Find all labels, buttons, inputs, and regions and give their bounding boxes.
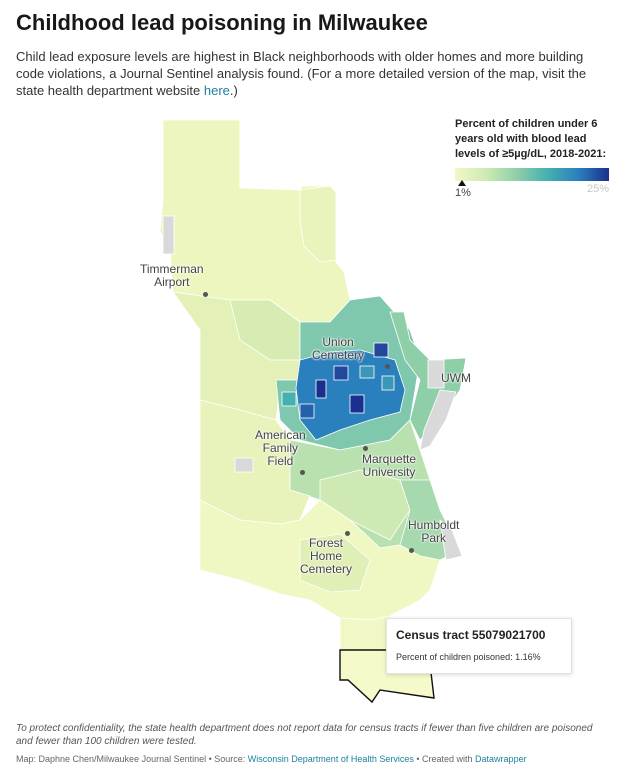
tract-mid-7[interactable] [381,375,395,391]
label-humboldt-2: Park [421,531,447,545]
tract-tooltip: Census tract 55079021700 Percent of chil… [386,618,572,674]
label-marquette-2: University [362,465,416,479]
credit-map: Map: Daphne Chen/Milwaukee Journal Senti… [16,754,248,764]
marker-union [385,364,390,369]
label-humboldt-1: Humboldt [408,518,460,532]
tract-darkest-2[interactable] [315,379,327,399]
label-union: Union Cemetery [312,336,364,362]
intro-link[interactable]: here [203,83,230,98]
credit-created: • Created with [413,754,476,764]
tract-dark-4[interactable] [299,403,315,419]
legend-title: Percent of children under 6 years old wi… [455,118,607,160]
legend-min: 1% [455,187,471,199]
label-american-2: Family [262,441,299,455]
legend-gradient [455,168,609,181]
tract-dark-5[interactable] [333,365,349,381]
tract-mid-6[interactable] [359,365,375,379]
region-northeast-strip[interactable] [299,185,337,263]
label-timmerman: Timmerman Airport [140,263,204,289]
intro-text: Child lead exposure levels are highest i… [16,48,611,99]
chart-title: Childhood lead poisoning in Milwaukee [16,10,428,35]
legend-marker-icon [458,180,466,186]
label-union-2: Cemetery [312,348,365,362]
legend-ticks: 1% 25% [455,180,615,199]
label-forest-2: Home [310,549,343,563]
label-forest-1: Forest [309,536,344,550]
tooltip-title: Census tract 55079021700 [396,628,546,642]
label-marquette: Marquette University [362,453,416,479]
tract-darkest-3[interactable] [373,342,389,358]
marker-marquette [363,446,368,451]
legend-max: 25% [586,183,609,195]
tract-mid-8[interactable] [281,391,297,407]
nodata-humboldt[interactable] [439,519,463,561]
legend: Percent of children under 6 years old wi… [455,117,615,199]
datawrapper-link[interactable]: Datawrapper [475,754,527,764]
label-union-1: Union [322,335,354,349]
nodata-lakeshore[interactable] [419,389,457,451]
footnote: To protect confidentiality, the state he… [16,723,593,747]
tract-darkest-1[interactable] [349,394,365,414]
label-american: American Family Field [255,429,306,468]
region-south-2[interactable] [299,533,371,593]
nodata-uwm[interactable] [427,359,445,389]
marker-american [300,470,305,475]
region-far-south[interactable] [339,615,391,651]
nodata-nw[interactable] [162,215,175,255]
nodata-sw[interactable] [234,457,254,473]
marker-timmerman [203,292,208,297]
intro-end: .) [229,83,238,98]
tooltip-body: Percent of children poisoned: 1.16% [396,652,541,662]
label-timmerman-1: Timmerman [140,262,204,276]
label-marquette-1: Marquette [362,452,417,466]
marker-forest [345,531,350,536]
label-forest-3: Cemetery [300,562,353,576]
source-link[interactable]: Wisconsin Department of Health Services [247,754,414,764]
label-forest: Forest Home Cemetery [300,537,352,576]
label-timmerman-2: Airport [154,275,190,289]
credit-line: Map: Daphne Chen/Milwaukee Journal Senti… [16,754,527,764]
label-humboldt: Humboldt Park [408,519,459,545]
marker-humboldt [409,548,414,553]
intro-body: Child lead exposure levels are highest i… [16,49,587,98]
label-american-1: American [255,428,306,442]
label-american-3: Field [267,454,294,468]
label-uwm: UWM [441,371,471,385]
